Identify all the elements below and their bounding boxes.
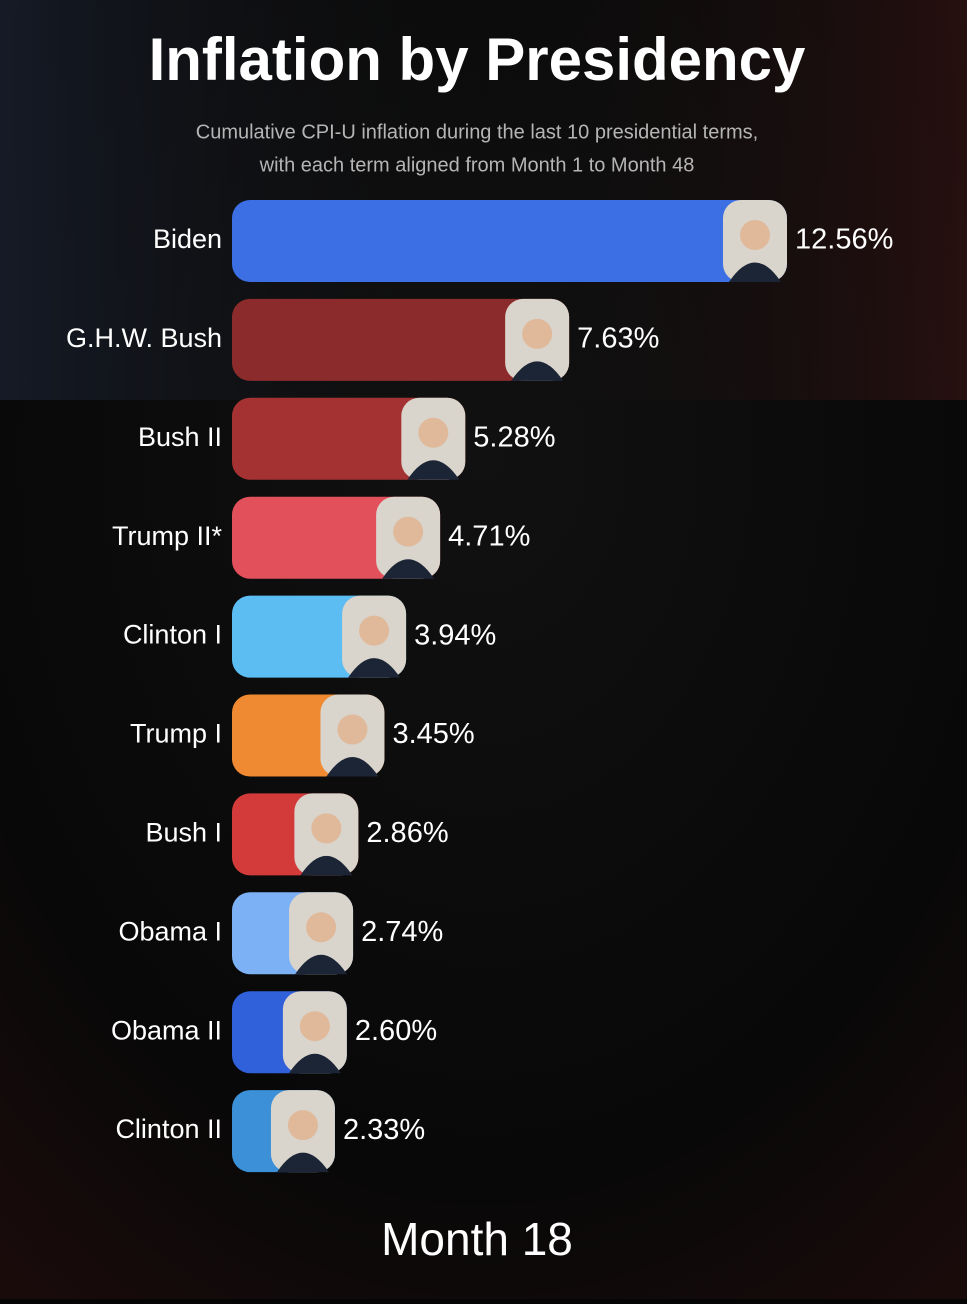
category-label: Trump II*: [112, 521, 223, 551]
category-label: Obama II: [111, 1015, 222, 1045]
portrait-head: [393, 516, 424, 547]
portrait-body: [300, 855, 353, 876]
portrait: [401, 397, 466, 480]
portrait-head: [306, 912, 337, 943]
portrait: [289, 892, 354, 975]
value-label: 5.28%: [473, 421, 555, 453]
category-label: Bush II: [138, 422, 222, 452]
category-label: G.H.W. Bush: [66, 323, 222, 353]
value-label: 4.71%: [448, 520, 530, 552]
portrait-head: [287, 1110, 318, 1141]
portrait-head: [418, 417, 449, 448]
portrait: [270, 1090, 335, 1173]
category-label: Biden: [153, 224, 222, 254]
portrait-head: [522, 318, 553, 349]
category-label: Bush I: [145, 818, 222, 848]
portrait-body: [348, 658, 401, 678]
portrait-body: [288, 1053, 341, 1074]
portrait-head: [337, 714, 368, 745]
value-label: 3.45%: [392, 718, 474, 750]
value-label: 7.63%: [577, 323, 659, 355]
category-label: Clinton I: [123, 620, 222, 650]
chart-title: Inflation by Presidency: [149, 26, 806, 93]
value-label: 2.74%: [361, 916, 443, 948]
portrait: [723, 200, 787, 282]
value-label: 2.60%: [355, 1015, 437, 1047]
portrait-body: [407, 460, 460, 480]
portrait: [294, 793, 359, 876]
subtitle-line: Cumulative CPI-U inflation during the la…: [196, 121, 758, 143]
portrait-head: [359, 615, 390, 646]
portrait-body: [511, 361, 564, 381]
portrait-body: [295, 954, 348, 975]
portrait: [376, 496, 441, 579]
time-label: Month 18: [381, 1213, 573, 1265]
value-label: 3.94%: [414, 619, 496, 651]
portrait: [282, 991, 347, 1074]
portrait: [342, 595, 407, 678]
value-label: 12.56%: [795, 224, 893, 256]
portrait-body: [382, 559, 435, 579]
category-label: Clinton II: [115, 1114, 222, 1144]
category-label: Obama I: [118, 916, 222, 946]
portrait-head: [311, 813, 342, 844]
value-label: 2.33%: [343, 1114, 425, 1146]
portrait: [320, 694, 385, 777]
portrait-head: [299, 1011, 330, 1042]
category-label: Trump I: [130, 719, 222, 749]
portrait-body: [326, 757, 379, 777]
portrait-head: [740, 220, 770, 250]
bar: [232, 298, 570, 381]
portrait-body: [729, 262, 781, 282]
subtitle-line: with each term aligned from Month 1 to M…: [259, 154, 695, 176]
portrait: [505, 298, 570, 381]
portrait-body: [276, 1152, 329, 1173]
bar: [232, 200, 787, 282]
value-label: 2.86%: [366, 817, 448, 849]
